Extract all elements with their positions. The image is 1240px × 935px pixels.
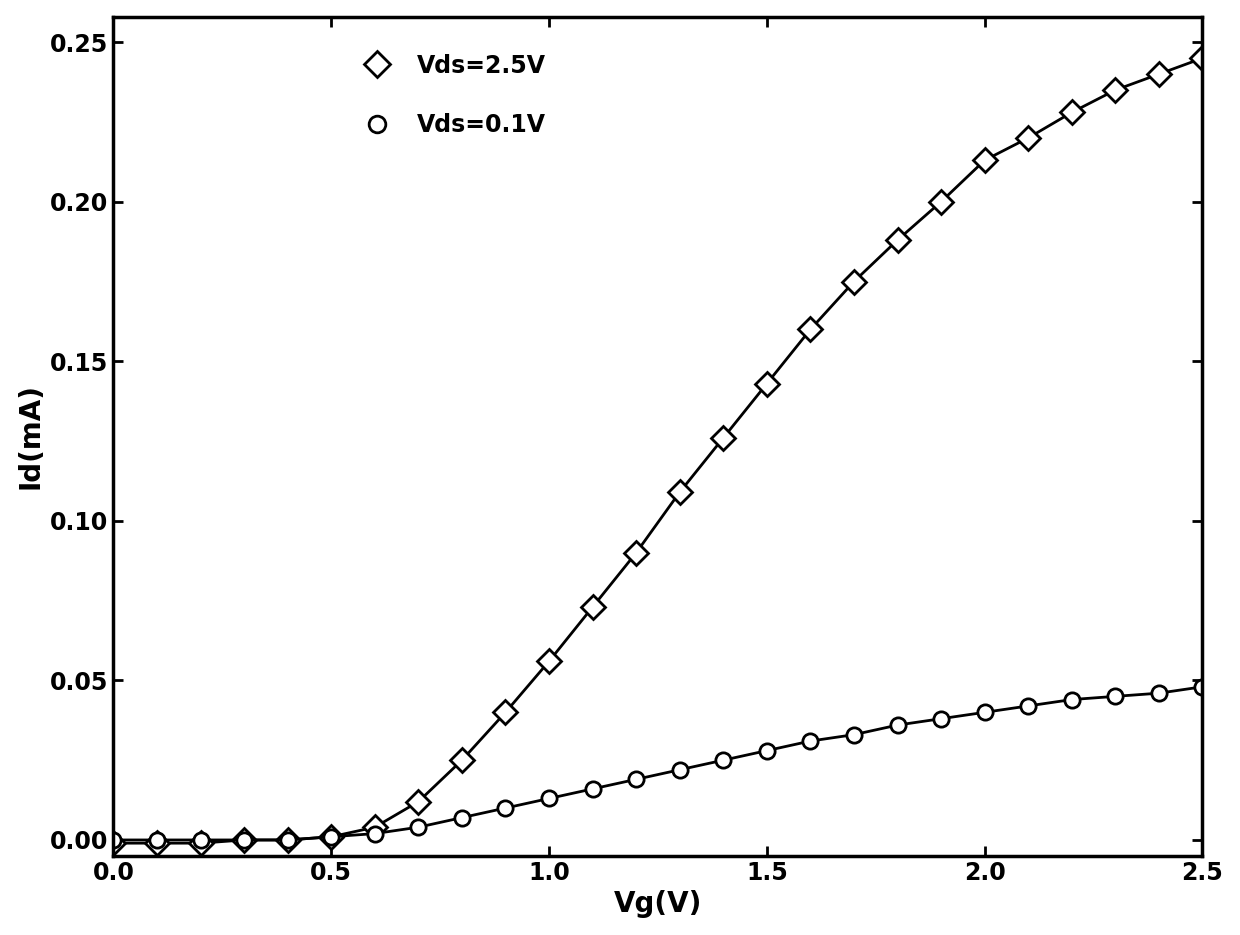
Vds=0.1V (1152, 687, 1167, 698)
Vds=2.5V (977, 154, 992, 165)
Vds=2.5V (455, 755, 470, 766)
Vds=0.1V (150, 834, 165, 845)
Vds=2.5V (585, 601, 600, 612)
Vds=2.5V (1152, 68, 1167, 79)
Vds=0.1V (105, 834, 120, 845)
Vds=2.5V (280, 834, 295, 845)
Vds=0.1V (847, 729, 862, 741)
Vds=0.1V (1064, 694, 1079, 705)
Vds=2.5V (672, 486, 687, 497)
Vds=0.1V (672, 764, 687, 775)
Vds=2.5V (934, 196, 949, 208)
Vds=0.1V (542, 793, 557, 804)
Vds=0.1V (280, 834, 295, 845)
Vds=0.1V (804, 736, 818, 747)
Vds=2.5V (629, 547, 644, 558)
Vds=0.1V (324, 831, 339, 842)
Vds=2.5V (237, 834, 252, 845)
Vds=0.1V (410, 822, 425, 833)
Vds=2.5V (324, 831, 339, 842)
Vds=2.5V (542, 655, 557, 667)
Vds=0.1V (237, 834, 252, 845)
Vds=2.5V (1195, 52, 1210, 64)
Line: Vds=0.1V: Vds=0.1V (105, 679, 1210, 848)
Vds=2.5V (804, 324, 818, 335)
X-axis label: Vg(V): Vg(V) (614, 890, 702, 918)
Y-axis label: Id(mA): Id(mA) (16, 383, 45, 489)
Vds=2.5V (1021, 133, 1035, 144)
Vds=2.5V (890, 235, 905, 246)
Vds=0.1V (1021, 700, 1035, 712)
Vds=2.5V (847, 276, 862, 287)
Vds=0.1V (759, 745, 774, 756)
Vds=2.5V (759, 378, 774, 389)
Vds=2.5V (367, 822, 382, 833)
Legend: Vds=2.5V, Vds=0.1V: Vds=2.5V, Vds=0.1V (365, 53, 546, 137)
Line: Vds=2.5V: Vds=2.5V (105, 50, 1210, 852)
Vds=2.5V (1107, 84, 1122, 95)
Vds=0.1V (890, 719, 905, 730)
Vds=0.1V (455, 812, 470, 823)
Vds=0.1V (629, 774, 644, 785)
Vds=2.5V (410, 796, 425, 807)
Vds=2.5V (150, 838, 165, 849)
Vds=2.5V (498, 707, 513, 718)
Vds=2.5V (105, 838, 120, 849)
Vds=0.1V (1195, 682, 1210, 693)
Vds=0.1V (193, 834, 208, 845)
Vds=0.1V (498, 802, 513, 813)
Vds=2.5V (193, 838, 208, 849)
Vds=0.1V (367, 828, 382, 840)
Vds=0.1V (1107, 691, 1122, 702)
Vds=0.1V (934, 713, 949, 725)
Vds=0.1V (977, 707, 992, 718)
Vds=2.5V (715, 432, 730, 443)
Vds=2.5V (1064, 107, 1079, 118)
Vds=0.1V (585, 784, 600, 795)
Vds=0.1V (715, 755, 730, 766)
